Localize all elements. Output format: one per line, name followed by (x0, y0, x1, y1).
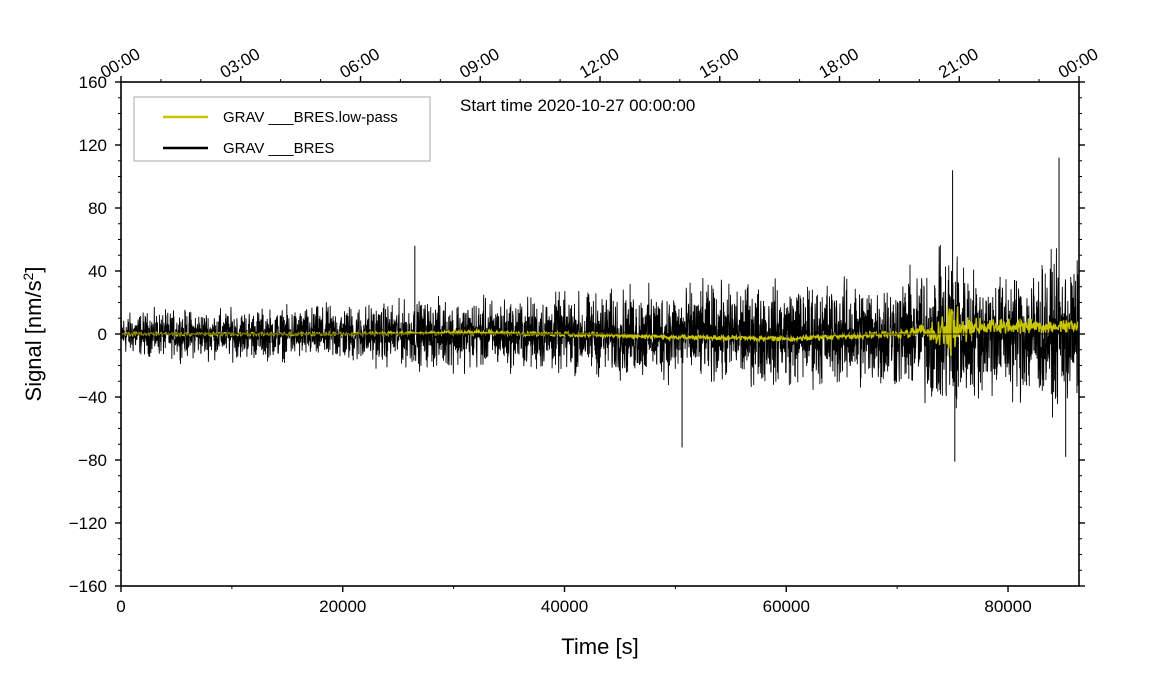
x-tick-label: 80000 (984, 597, 1031, 616)
top-tick-label: 03:00 (217, 44, 263, 82)
top-tick-label: 15:00 (696, 44, 742, 82)
series-grav-bres (120, 244, 1080, 418)
y-tick-label: −40 (78, 388, 107, 407)
y-tick-label: 120 (79, 136, 107, 155)
legend-label-raw: GRAV ___BRES (223, 140, 334, 157)
y-axis-label: Signal [nm/s2] (20, 267, 46, 402)
y-tick-label: 40 (88, 262, 107, 281)
x-axis-label: Time [s] (561, 634, 638, 659)
x-tick-label: 60000 (763, 597, 810, 616)
top-tick-label: 18:00 (816, 44, 862, 82)
top-tick-label: 00:00 (97, 44, 143, 82)
top-tick-label: 21:00 (935, 44, 981, 82)
y-tick-label: 80 (88, 199, 107, 218)
x-tick-label: 20000 (319, 597, 366, 616)
y-axis-label-end: ] (21, 267, 46, 273)
y-axis-label-main: Signal [nm/s (21, 280, 46, 401)
x-tick-label: 0 (116, 597, 125, 616)
top-tick-label: 12:00 (576, 44, 622, 82)
y-tick-label: −160 (69, 577, 107, 596)
y-tick-label: −120 (69, 514, 107, 533)
legend: GRAV ___BRES.low-pass GRAV ___BRES (133, 96, 431, 162)
legend-box (133, 96, 431, 162)
plot-data-area (120, 157, 1080, 462)
y-axis-label-sup: 2 (20, 272, 36, 280)
legend-label-lowpass: GRAV ___BRES.low-pass (223, 109, 398, 126)
x-tick-label: 40000 (541, 597, 588, 616)
y-tick-label: 160 (79, 73, 107, 92)
top-tick-label: 00:00 (1055, 44, 1101, 82)
start-time-annotation: Start time 2020-10-27 00:00:00 (460, 96, 695, 115)
top-tick-label: 09:00 (456, 44, 502, 82)
y-tick-label: −80 (78, 451, 107, 470)
y-tick-label: 0 (98, 325, 107, 344)
top-tick-label: 06:00 (337, 44, 383, 82)
